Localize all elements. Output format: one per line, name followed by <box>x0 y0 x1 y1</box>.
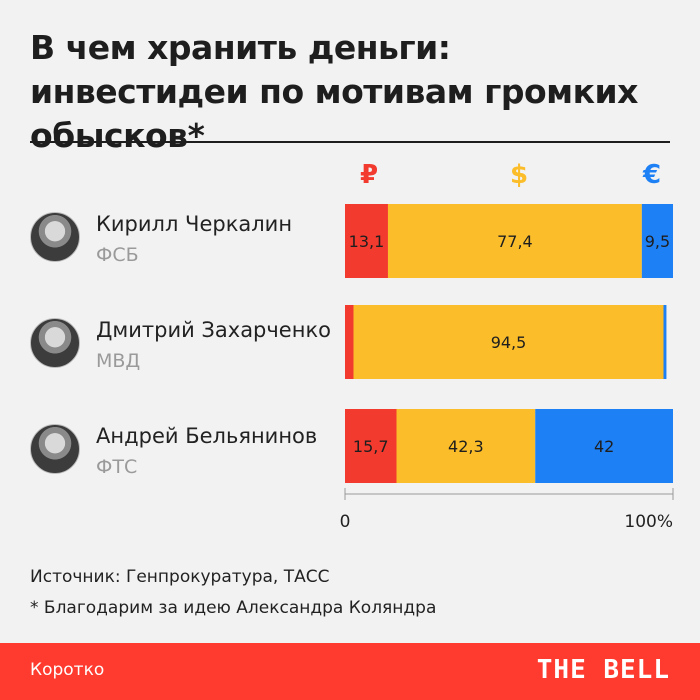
avatar <box>30 424 80 474</box>
bar-segment <box>345 204 388 278</box>
stacked-bar-chart: 13,1 77,4 9,5 94,5 15,7 42,3 42 0 100% <box>340 204 674 532</box>
legend-rub: ₽ <box>360 160 379 190</box>
person-org: ФТС <box>96 456 138 478</box>
brand-logo: THE BELL <box>536 655 670 685</box>
footer-bar: Коротко THE BELL <box>0 643 700 700</box>
data-label: 94,5 <box>491 333 527 352</box>
legend-usd: $ <box>510 160 529 190</box>
bar-segment <box>663 305 667 379</box>
bar-segment <box>353 305 664 379</box>
person-org: МВД <box>96 350 141 372</box>
notes: Источник: Генпрокуратура, ТАСС * Благода… <box>30 562 436 624</box>
person-name: Кирилл Черкалин <box>96 212 293 236</box>
data-label: 13,1 <box>349 232 385 251</box>
data-label: 9,5 <box>645 232 670 251</box>
person-org: ФСБ <box>96 244 139 266</box>
avatar <box>30 212 80 262</box>
credit-note: * Благодарим за идею Александра Коляндра <box>30 598 437 618</box>
source-note: Источник: Генпрокуратура, ТАСС <box>30 567 330 587</box>
bar-segment <box>641 204 673 278</box>
bar-segment <box>396 409 536 483</box>
chart-title-rest: инвестидеи по мотивам громких обысков* <box>30 72 638 155</box>
avatar <box>30 318 80 368</box>
chart-title-bold: В чем хранить деньги: <box>30 28 451 67</box>
bar-segment <box>345 409 397 483</box>
person-name: Андрей Бельянинов <box>96 424 318 448</box>
footer-label: Коротко <box>30 660 105 680</box>
data-label: 42 <box>594 437 614 456</box>
x-tick-label: 0 <box>340 512 351 532</box>
title-divider <box>30 141 670 143</box>
bar-segment <box>535 409 673 483</box>
chart-title: В чем хранить деньги: инвестидеи по моти… <box>30 26 670 158</box>
bar-segment <box>345 305 354 379</box>
data-label: 15,7 <box>353 437 389 456</box>
person-name: Дмитрий Захарченко <box>96 318 331 342</box>
legend-eur: € <box>643 160 662 190</box>
data-label: 77,4 <box>497 232 533 251</box>
data-label: 42,3 <box>448 437 484 456</box>
bar-segment <box>387 204 642 278</box>
x-tick-label: 100% <box>624 512 673 532</box>
